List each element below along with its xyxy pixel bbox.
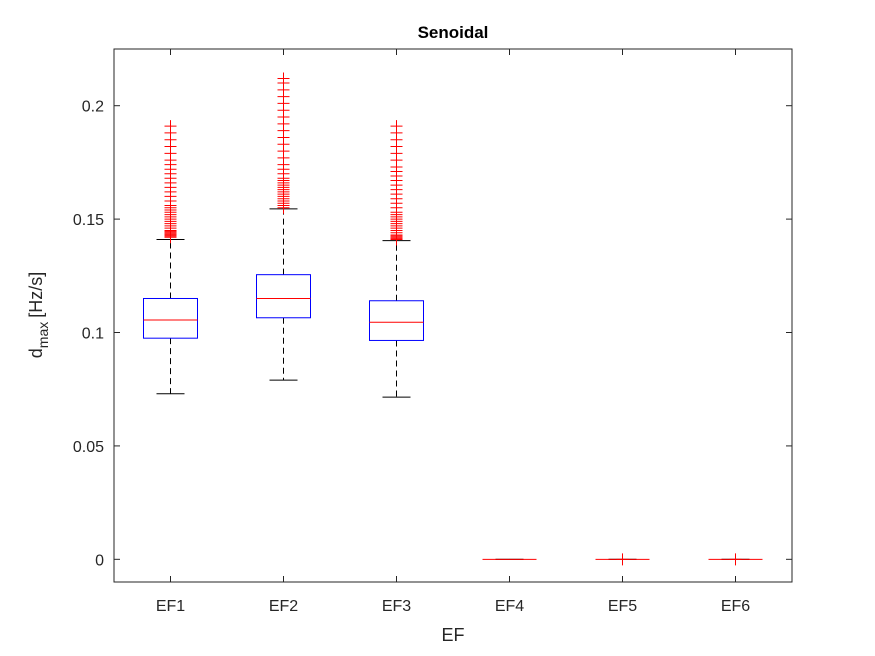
x-tick-label: EF5 [608,598,637,615]
chart-title: Senoidal [418,23,489,42]
y-tick-label: 0.05 [73,439,104,456]
y-tick-label: 0.15 [73,212,104,229]
box [369,300,424,341]
outlier-point [390,120,403,133]
boxes-layer [143,72,763,566]
outlier-point [729,553,742,566]
plot-frame [113,48,793,583]
ticks-layer: 0 0.05 0.1 0.15 0.2 EF1 EF2 EF3 EF4 EF5 EF6 [73,49,792,615]
box-group-ef3 [369,120,424,398]
y-axis-label-subscript: max [35,322,51,348]
box-group-ef2 [256,72,311,381]
y-axis-label: dmax [Hz/s] [26,272,51,358]
outlier-point [616,553,629,566]
box [143,297,198,339]
plot-area [114,49,792,582]
y-tick-label: 0.1 [82,326,104,343]
box-group-ef1 [143,120,198,395]
y-tick-label: 0.2 [82,99,104,116]
x-tick-label: EF2 [269,598,298,615]
outlier-point [277,72,290,85]
x-tick-label: EF4 [495,598,524,615]
box-group-ef5 [595,553,650,566]
y-axis-label-main: d [26,348,46,358]
box [256,274,311,319]
box-group-ef6 [708,553,763,566]
x-tick-label: EF1 [156,598,185,615]
y-axis-label-unit: [Hz/s] [26,272,46,318]
outlier-point [164,120,177,133]
y-tick-label: 0 [95,552,104,569]
x-tick-label: EF3 [382,598,411,615]
x-axis-label: EF [441,625,464,645]
x-tick-label: EF6 [721,598,750,615]
